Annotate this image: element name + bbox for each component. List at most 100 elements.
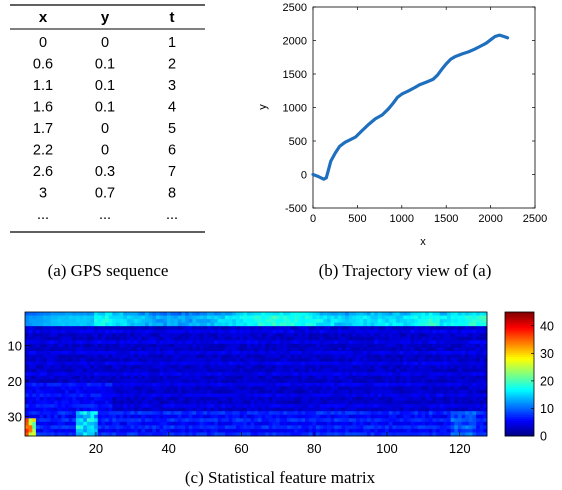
heatmap-cell [479, 365, 484, 370]
heatmap-cell [137, 425, 142, 430]
heatmap-cell [457, 326, 462, 331]
heatmap-cell [130, 350, 135, 355]
heatmap-cell [126, 340, 131, 345]
heatmap-cell [425, 368, 430, 373]
heatmap-cell [235, 414, 241, 419]
heatmap-cell [476, 322, 481, 327]
heatmap-cell [239, 425, 244, 430]
heatmap-cell [195, 322, 201, 327]
heatmap-cell [425, 411, 430, 416]
heatmap-cell [203, 421, 208, 426]
heatmap-cell [366, 411, 371, 416]
heatmap-cell [221, 425, 226, 430]
heatmap-cell [377, 319, 382, 324]
heatmap-cell [483, 428, 488, 433]
heatmap-cell [465, 354, 470, 359]
heatmap-cell [32, 382, 37, 387]
heatmap-cell [265, 312, 270, 316]
heatmap-cell [134, 382, 139, 387]
heatmap-cell [75, 333, 80, 338]
heatmap-cell [54, 372, 59, 377]
heatmap-cell [319, 418, 324, 423]
heatmap-cell [199, 322, 204, 327]
heatmap-cell [137, 407, 142, 412]
heatmap-cell [239, 411, 244, 416]
heatmap-cell [319, 319, 324, 324]
heatmap-cell [334, 407, 339, 412]
heatmap-cell [363, 319, 368, 324]
heatmap-cell [254, 368, 259, 373]
heatmap-cell [403, 354, 408, 359]
heatmap-cell [348, 315, 353, 320]
heatmap-cell [283, 375, 288, 380]
heatmap-cell [137, 354, 142, 359]
heatmap-cell [301, 361, 306, 366]
heatmap-cell [396, 372, 401, 377]
heatmap-cell [72, 393, 77, 398]
heatmap-cell [181, 336, 186, 341]
heatmap-cell [399, 421, 404, 426]
heatmap-cell [39, 336, 44, 341]
heatmap-cell [177, 350, 182, 355]
heatmap-cell [330, 347, 335, 352]
heatmap-cell [417, 397, 422, 401]
heatmap-cell [79, 428, 84, 433]
heatmap-cell [75, 397, 80, 401]
heatmap-cell [170, 358, 175, 362]
heatmap-cell [261, 411, 266, 416]
heatmap-cell [181, 322, 186, 327]
heatmap-cell [221, 347, 226, 352]
heatmap-cell [145, 333, 150, 338]
heatmap-cell [457, 350, 462, 355]
heatmap-cell [352, 407, 357, 412]
heatmap-cell [130, 382, 135, 387]
heatmap-cell [261, 312, 266, 316]
heatmap-cell [348, 350, 353, 355]
heatmap-cell [90, 343, 95, 348]
heatmap-cell [221, 343, 226, 348]
heatmap-cell [374, 350, 379, 355]
heatmap-cell [316, 333, 321, 338]
heatmap-cell [363, 322, 368, 327]
heatmap-cell [214, 354, 219, 359]
y-tick-label: 1500 [283, 69, 307, 81]
heatmap-cell [32, 407, 37, 412]
heatmap-cell [155, 350, 160, 355]
heatmap-cell [254, 389, 259, 394]
heatmap-cell [337, 350, 342, 355]
heatmap-cell [221, 407, 226, 412]
heatmap-cell [268, 414, 273, 419]
heatmap-cell [366, 407, 371, 412]
heatmap-cell [83, 358, 88, 362]
heatmap-cell [323, 336, 328, 341]
heatmap-cell [330, 386, 335, 391]
heatmap-cell [483, 421, 488, 426]
heatmap-cell [479, 407, 484, 412]
heatmap-cell [90, 400, 95, 405]
heatmap-cell [377, 361, 382, 366]
heatmap-cell [75, 350, 80, 355]
heatmap-cell [443, 312, 448, 316]
heatmap-cell [28, 421, 33, 426]
heatmap-cell [268, 354, 273, 359]
heatmap-cell [115, 365, 120, 370]
heatmap-cell [294, 404, 299, 409]
heatmap-cell [465, 368, 470, 373]
heatmap-cell [323, 375, 328, 380]
heatmap-cell [126, 315, 131, 320]
heatmap-cell [235, 368, 241, 373]
heatmap-cell [316, 350, 321, 355]
heatmap-cell [214, 326, 219, 331]
heatmap-cell [43, 428, 48, 433]
heatmap-cell [399, 404, 404, 409]
heatmap-cell [370, 361, 375, 366]
heatmap-cell [326, 389, 331, 394]
heatmap-cell [465, 333, 470, 338]
heatmap-cell [39, 389, 44, 394]
heatmap-cell [192, 329, 197, 334]
trajectory-plot: 0 500 1000 1500 2000 2500-5000500100015002000… [257, 2, 547, 248]
heatmap-cell [388, 336, 393, 341]
heatmap-cell [159, 340, 164, 345]
heatmap-cell [221, 368, 226, 373]
heatmap-cell [446, 418, 452, 423]
